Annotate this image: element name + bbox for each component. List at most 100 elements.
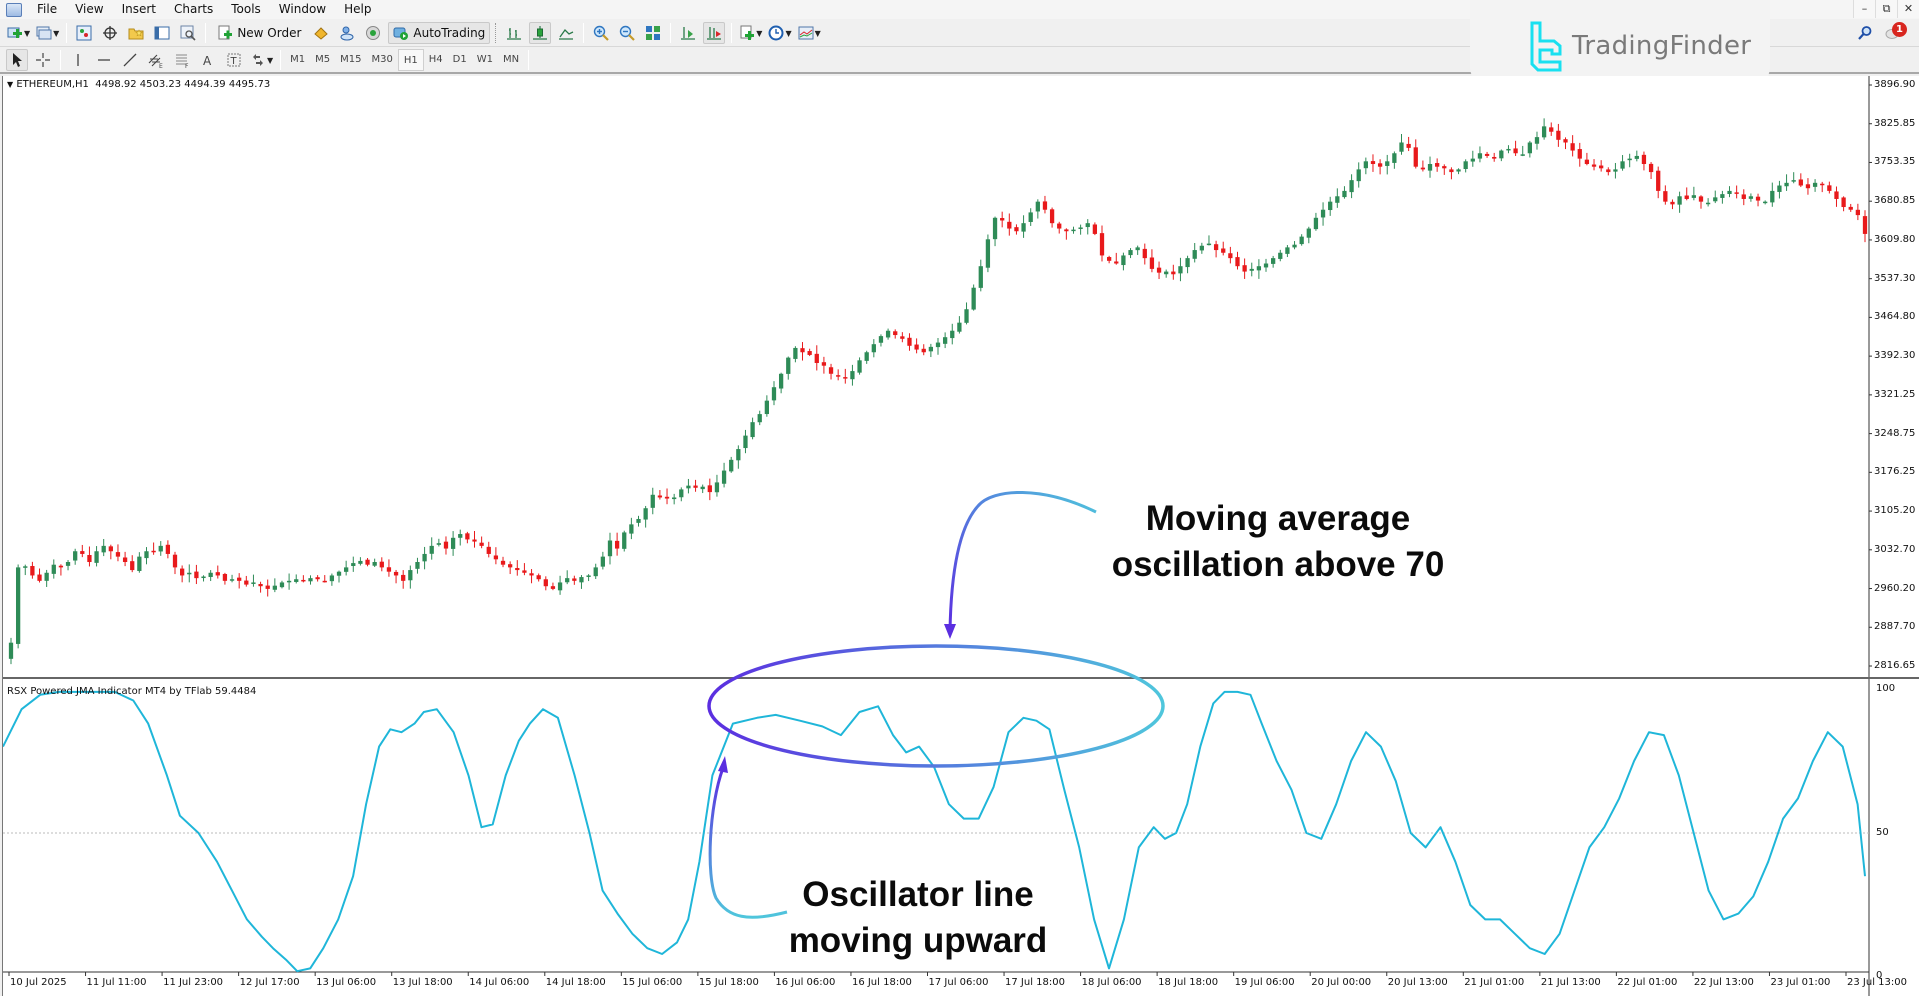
zoom-in-button[interactable] (590, 22, 612, 44)
toolbar-right-icons: 1 (1857, 22, 1907, 42)
chart-window[interactable]: ▼ ETHEREUM,H1 4498.92 4503.23 4494.39 44… (2, 76, 1919, 996)
bear-candle (1684, 195, 1689, 199)
toolbar-grip[interactable] (495, 23, 498, 43)
timeframe-w1[interactable]: W1 (476, 54, 493, 65)
bear-candle (693, 485, 698, 488)
horizontal-line-button[interactable] (93, 49, 115, 71)
timeframe-d1[interactable]: D1 (452, 54, 467, 65)
strategy-tester-button[interactable] (177, 22, 199, 44)
bull-candle (94, 551, 99, 563)
fibonacci-button[interactable]: F (171, 49, 193, 71)
terminal-button[interactable] (151, 22, 173, 44)
bear-candle (1000, 218, 1005, 221)
bear-candle (508, 564, 513, 568)
cursor-button[interactable] (6, 49, 28, 71)
bear-candle (1442, 166, 1447, 169)
navigator-button[interactable] (125, 22, 147, 44)
market-watch-button[interactable] (73, 22, 95, 44)
equidistant-channel-button[interactable]: E (145, 49, 167, 71)
metaeditor-button[interactable] (310, 22, 332, 44)
chevron-down-icon: ▼ (53, 28, 60, 38)
menu-bar: File View Insert Charts Tools Window Hel… (0, 0, 1919, 19)
toolbar-separator (66, 23, 68, 43)
bull-candle (586, 575, 591, 577)
notifications-button[interactable]: 1 (1885, 22, 1907, 42)
arrows-button[interactable]: ▼ (249, 49, 274, 71)
bull-candle (992, 217, 998, 240)
menu-charts[interactable]: Charts (174, 2, 214, 16)
candlestick-chart-button[interactable] (529, 22, 552, 44)
minimize-button[interactable]: – (1853, 0, 1875, 18)
arrow-head-icon (944, 624, 956, 639)
bear-candle (536, 575, 541, 580)
new-order-button[interactable]: New Order (212, 22, 306, 44)
timeframe-m1[interactable]: M1 (290, 54, 306, 65)
collapse-triangle-icon[interactable]: ▼ (7, 80, 14, 89)
bull-candle (144, 551, 149, 559)
bear-candle (1741, 194, 1746, 199)
menu-window[interactable]: Window (278, 2, 327, 16)
restore-button[interactable]: ⧉ (1875, 0, 1897, 18)
time-tick-label: 23 Jul 01:00 (1770, 977, 1831, 988)
bull-candle (358, 560, 363, 564)
crosshair-button[interactable] (32, 49, 54, 71)
data-window-button[interactable] (99, 22, 121, 44)
bull-candle (1342, 190, 1347, 198)
timeframe-m15[interactable]: M15 (340, 54, 362, 65)
bull-candle (636, 518, 641, 523)
bull-candle (721, 470, 727, 484)
templates-button[interactable]: ▼ (797, 22, 822, 44)
timeframe-mn[interactable]: MN (502, 54, 520, 65)
price-tick-label: 3248.75 (1874, 427, 1916, 439)
time-tick-label: 13 Jul 06:00 (316, 977, 377, 988)
bull-candle (1534, 137, 1540, 144)
menu-tools[interactable]: Tools (231, 2, 261, 16)
menu-insert[interactable]: Insert (121, 2, 156, 16)
indicators-button[interactable]: ▼ (738, 22, 763, 44)
text-label-button[interactable]: T (223, 49, 245, 71)
autoscroll-button[interactable] (703, 22, 726, 44)
bull-candle (1541, 126, 1547, 138)
bear-candle (800, 348, 805, 353)
bull-candle (137, 556, 142, 571)
trendline-button[interactable] (119, 49, 141, 71)
chart-canvas[interactable] (3, 76, 1919, 996)
profiles-button[interactable]: ▼ (35, 22, 60, 44)
timeframe-m30[interactable]: M30 (371, 54, 393, 65)
tile-windows-button[interactable] (642, 22, 664, 44)
text-button[interactable]: A (197, 49, 219, 71)
bear-candle (1591, 164, 1597, 167)
menu-file[interactable]: File (37, 2, 58, 16)
bull-candle (1627, 158, 1632, 161)
oscillator-line (3, 690, 1866, 973)
text-label-icon: T (227, 53, 241, 67)
periods-button[interactable]: ▼ (767, 22, 792, 44)
zoom-out-button[interactable] (616, 22, 638, 44)
bull-candle (351, 563, 356, 566)
bull-candle (1121, 255, 1126, 266)
crosshair-target-icon (103, 26, 118, 40)
timeframe-h1[interactable]: H1 (397, 49, 424, 71)
toolbar-separator (60, 50, 61, 70)
signals-button[interactable] (362, 22, 384, 44)
new-chart-button[interactable]: ▼ (6, 22, 31, 44)
bear-candle (1142, 248, 1147, 259)
timeframe-h4[interactable]: H4 (428, 54, 443, 65)
timeframe-m5[interactable]: M5 (315, 54, 331, 65)
bear-candle (515, 568, 520, 571)
bar-chart-button[interactable] (503, 22, 525, 44)
bear-candle (1570, 143, 1575, 151)
chart-shift-button[interactable] (677, 22, 699, 44)
close-button[interactable]: ✕ (1897, 0, 1919, 18)
community-button[interactable] (336, 22, 358, 44)
line-chart-button[interactable] (555, 22, 577, 44)
search-icon[interactable] (1857, 25, 1873, 41)
time-tick-label: 11 Jul 11:00 (86, 977, 147, 988)
bull-candle (700, 486, 705, 490)
menu-help[interactable]: Help (344, 2, 372, 16)
autotrading-button[interactable]: AutoTrading (388, 22, 491, 44)
time-tick-label: 20 Jul 13:00 (1387, 977, 1448, 988)
menu-view[interactable]: View (75, 2, 104, 16)
vertical-line-button[interactable] (67, 49, 89, 71)
